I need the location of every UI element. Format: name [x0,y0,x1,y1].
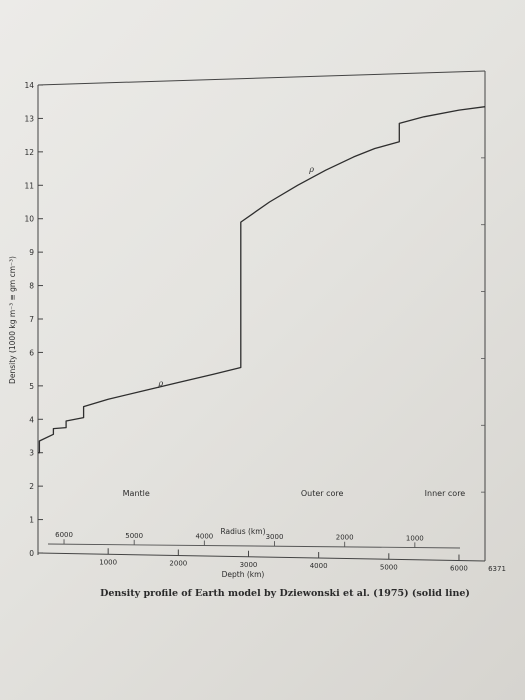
series-layer [38,106,486,454]
y-tick-label: 11 [24,181,34,190]
annotations: ρρ [157,165,314,388]
radius-tick-label: 4000 [195,532,213,540]
region-label: Outer core [301,489,344,498]
y-tick-label: 14 [24,81,34,90]
chart-caption: Density profile of Earth model by Dziewo… [100,588,470,599]
y-tick-label: 1 [29,516,34,525]
x-ticks: 1000 2000 3000 4000 5000 6000 6371 [37,548,506,573]
y-tick-label: 2 [29,482,34,491]
radius-tick-label: 2000 [336,534,354,542]
y-tick-label: 7 [29,315,34,324]
y-tick-label: 3 [29,449,34,458]
x-axis-line [37,552,486,562]
x-tick-label: 3000 [240,561,258,569]
radius-tick-label: 5000 [125,532,143,540]
radius-ticks: 6000 5000 4000 3000 2000 1000 [47,531,461,549]
x-tick-label: 6371 [488,565,506,573]
region-label: Inner core [425,489,466,498]
x-tick-label: 5000 [380,563,398,571]
radius-axis-title: Radius (km) [220,527,265,536]
x-tick-label: 2000 [169,560,187,568]
radius-tick-label: 3000 [266,533,284,541]
radius-axis-line [47,543,461,549]
y-tick-label: 12 [24,148,34,157]
density-profile-line [38,106,486,454]
top-edge [37,70,486,86]
x-tick-label: 4000 [310,562,328,570]
rho-annotation: ρ [308,165,314,174]
x-tick-label: 6000 [450,565,468,573]
radius-tick-label: 1000 [406,534,424,542]
radius-tick-label: 6000 [55,531,73,539]
y-tick-label: 0 [29,549,34,558]
y-tick-label: 5 [29,382,34,391]
y-tick-label: 8 [29,282,34,291]
y-tick-label: 10 [24,215,34,224]
y-tick-label: 9 [29,248,34,257]
x-tick-label: 1000 [99,558,117,566]
region-label: Mantle [123,489,150,498]
rho-annotation: ρ [157,379,163,388]
y-axis-label: Density (1000 kg m⁻³ ≡ gm cm⁻³) [8,256,17,384]
y-tick-label: 6 [29,348,34,357]
plot-frame [37,70,486,561]
x-axis-label: Depth (km) [222,570,265,579]
y-tick-label: 4 [29,415,34,424]
y-tick-label: 13 [24,114,34,123]
region-labels: Mantle Outer core Inner core [123,489,466,498]
